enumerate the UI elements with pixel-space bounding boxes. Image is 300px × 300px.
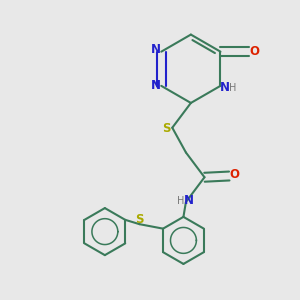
Text: N: N bbox=[151, 43, 161, 56]
Text: H: H bbox=[177, 196, 184, 206]
Text: N: N bbox=[151, 79, 161, 92]
Text: N: N bbox=[184, 194, 194, 207]
Text: N: N bbox=[220, 81, 230, 94]
Text: O: O bbox=[249, 45, 260, 58]
Text: O: O bbox=[230, 167, 240, 181]
Text: S: S bbox=[135, 213, 143, 226]
Text: H: H bbox=[229, 83, 236, 93]
Text: S: S bbox=[162, 122, 170, 135]
